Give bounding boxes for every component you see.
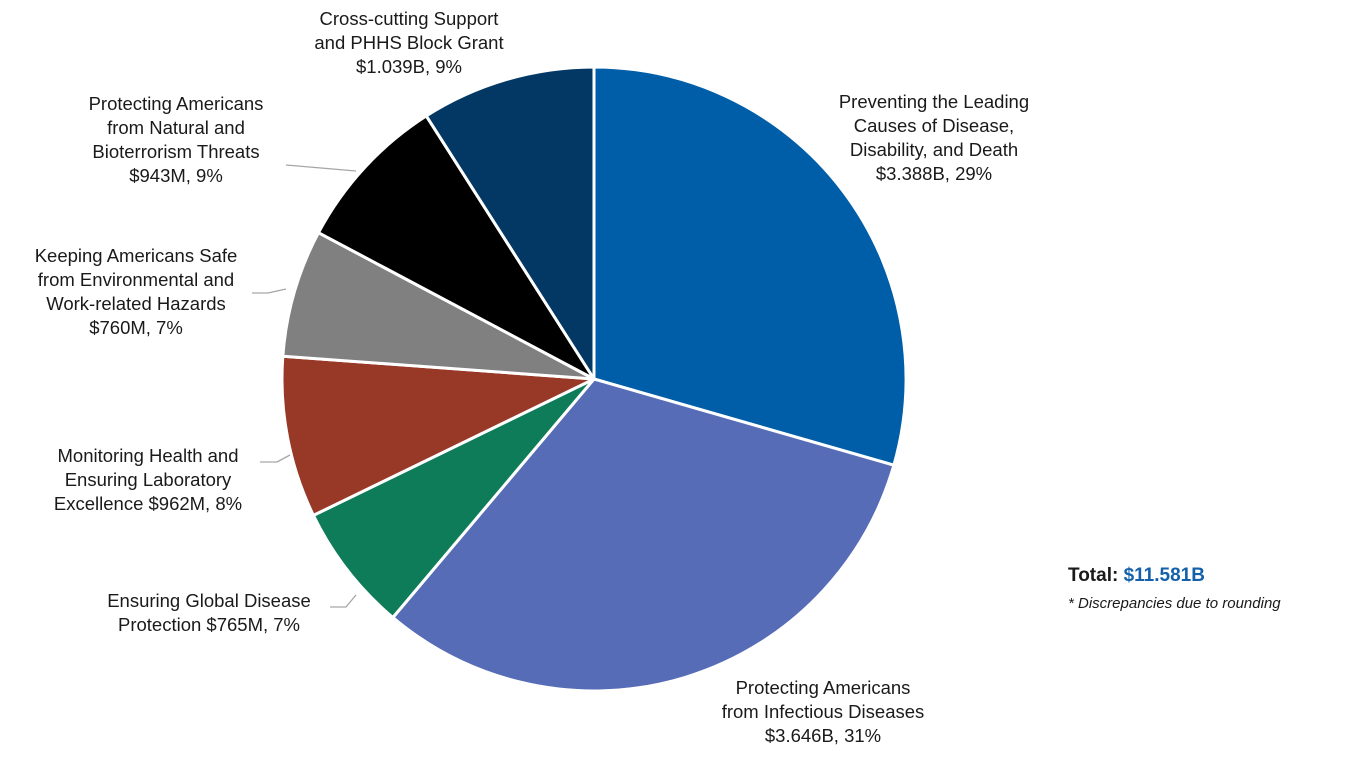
slice-label-line: $3.646B, 31% [765, 725, 881, 746]
slice-label: Preventing the Leading Causes of Disease,… [839, 91, 1029, 184]
slice-label-line: Cross-cutting Support [320, 8, 499, 29]
slice-label-line: Work-related Hazards [46, 293, 226, 314]
leader-line [285, 164, 357, 172]
pie-slice [311, 377, 596, 620]
slice-label-line: $943M, 9% [129, 165, 223, 186]
total-line: Total: $11.581B [1068, 565, 1348, 587]
slice-label-line: Protecting Americans [736, 677, 911, 698]
slice-label-line: $3.388B, 29% [876, 163, 992, 184]
slice-label-line: from Natural and [107, 117, 245, 138]
leader-line [330, 594, 357, 608]
slice-label: Protecting Americans from Natural and Biot… [89, 93, 264, 186]
slice-label-line: Protecting Americans [89, 93, 264, 114]
pie-slice [281, 231, 596, 381]
pie-slice [280, 354, 596, 517]
slice-label: Monitoring Health and Ensuring Laboratory… [54, 445, 242, 514]
total-label: Total: [1068, 565, 1119, 586]
pie-slice [424, 65, 596, 381]
slice-label-line: from Environmental and [38, 269, 234, 290]
slice-label-line: Ensuring Laboratory [65, 469, 232, 490]
slice-labels: Preventing the Leading Causes of Disease,… [35, 8, 1029, 746]
slice-label-line: $760M, 7% [89, 317, 183, 338]
slice-label: Protecting Americans from Infectious Dise… [722, 677, 925, 746]
footnote: * Discrepancies due to rounding [1068, 595, 1281, 612]
pie-slice [592, 65, 908, 467]
slice-label: Cross-cutting Support and PHHS Block Gran… [314, 8, 503, 77]
total-value: $11.581B [1123, 565, 1205, 586]
total-block: Total: $11.581B * Discrepancies due to r… [1068, 565, 1348, 612]
slice-label-line: $1.039B, 9% [356, 56, 462, 77]
slice-label: Keeping Americans Safe from Environmental… [35, 245, 238, 338]
slice-label-line: Keeping Americans Safe [35, 245, 238, 266]
slice-label-line: Protection $765M, 7% [118, 614, 300, 635]
leader-line [260, 454, 291, 463]
slice-label-line: Disability, and Death [850, 139, 1018, 160]
slice-label-line: Monitoring Health and [58, 445, 239, 466]
pie-slice [316, 114, 596, 381]
pie-slice [391, 377, 896, 693]
slice-label-line: Causes of Disease, [854, 115, 1014, 136]
slice-label-line: Preventing the Leading [839, 91, 1029, 112]
slice-label-line: Bioterrorism Threats [92, 141, 259, 162]
slice-label-line: and PHHS Block Grant [314, 32, 503, 53]
slice-label: Ensuring Global Disease Protection $765M,… [107, 590, 311, 635]
leader-line [252, 288, 287, 294]
leader-lines [252, 164, 357, 608]
slice-label-line: Ensuring Global Disease [107, 590, 311, 611]
slice-label-line: Excellence $962M, 8% [54, 493, 242, 514]
slice-label-line: from Infectious Diseases [722, 701, 925, 722]
pie-slices [280, 65, 908, 693]
